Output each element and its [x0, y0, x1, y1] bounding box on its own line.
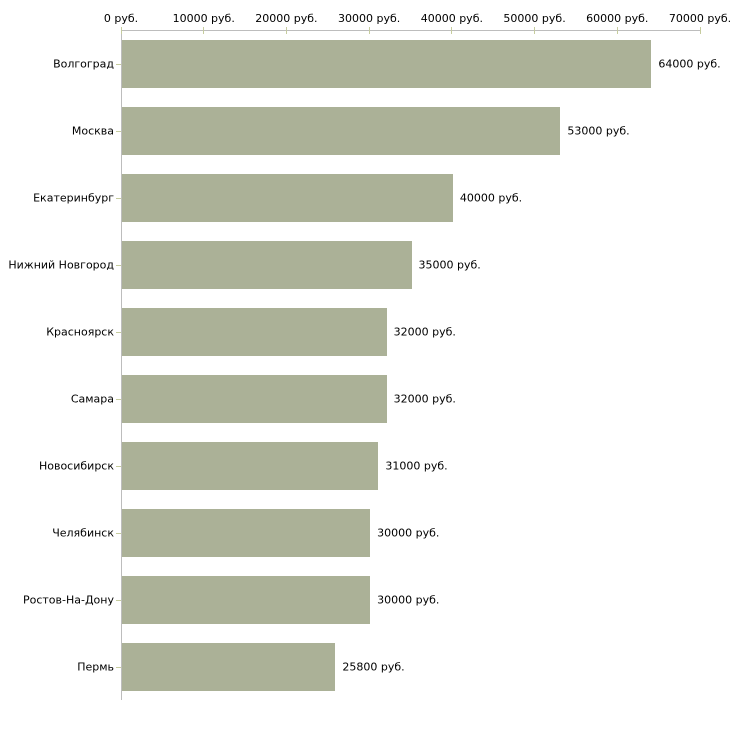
y-axis-tick	[116, 197, 121, 199]
y-axis-tick	[116, 63, 121, 65]
x-axis-tick-label: 20000 руб.	[255, 12, 318, 25]
x-axis-tick-label: 50000 руб.	[503, 12, 566, 25]
category-label: Екатеринбург	[33, 191, 114, 204]
bar	[122, 307, 387, 356]
value-label: 64000 руб.	[658, 57, 721, 70]
x-axis-tick-label: 70000 руб.	[668, 12, 730, 25]
value-label: 35000 руб.	[418, 258, 481, 271]
value-label: 25800 руб.	[342, 660, 405, 673]
x-axis-tick	[368, 27, 370, 34]
x-axis-tick	[699, 27, 701, 34]
value-label: 31000 руб.	[385, 459, 448, 472]
y-axis-tick	[116, 465, 121, 467]
y-axis-tick	[116, 666, 121, 668]
category-label: Ростов-На-Дону	[22, 593, 114, 606]
bar	[122, 575, 371, 624]
y-axis-tick	[116, 532, 121, 534]
category-label: Пермь	[77, 660, 114, 673]
y-axis-line	[121, 30, 122, 700]
value-label: 30000 руб.	[377, 593, 440, 606]
value-label: 32000 руб.	[393, 325, 456, 338]
x-axis-tick	[285, 27, 287, 34]
value-label: 30000 руб.	[377, 526, 440, 539]
value-label: 40000 руб.	[459, 191, 523, 204]
x-axis-tick-label: 10000 руб.	[172, 12, 235, 25]
x-axis-tick-label: 30000 руб.	[338, 12, 401, 25]
x-axis-line	[121, 30, 701, 31]
x-axis-tick	[616, 27, 618, 34]
value-label: 32000 руб.	[393, 392, 456, 405]
bar	[122, 508, 371, 557]
y-axis-tick	[116, 599, 121, 601]
bar	[122, 39, 652, 88]
x-axis-tick	[451, 27, 453, 34]
x-axis-tick	[534, 27, 536, 34]
value-label: 53000 руб.	[567, 124, 630, 137]
y-axis-tick	[116, 398, 121, 400]
y-axis-tick	[116, 130, 121, 132]
category-label: Самара	[70, 392, 114, 405]
category-label: Нижний Новгород	[8, 258, 114, 271]
category-label: Челябинск	[52, 526, 114, 539]
category-label: Волгоград	[53, 57, 114, 70]
x-axis-tick	[203, 27, 205, 34]
x-axis-tick-label: 40000 руб.	[420, 12, 483, 25]
x-axis-tick-label: 0 руб.	[103, 12, 139, 25]
x-axis-tick-label: 60000 руб.	[586, 12, 649, 25]
bar	[122, 240, 412, 289]
category-label: Новосибирск	[38, 459, 114, 472]
bar	[122, 642, 336, 691]
category-label: Москва	[71, 124, 114, 137]
category-label: Красноярск	[46, 325, 114, 338]
bar	[122, 374, 387, 423]
bar	[122, 106, 561, 155]
y-axis-tick	[116, 331, 121, 333]
bar	[122, 441, 379, 490]
x-axis-tick	[120, 27, 122, 34]
y-axis-tick	[116, 264, 121, 266]
bar	[122, 173, 453, 222]
